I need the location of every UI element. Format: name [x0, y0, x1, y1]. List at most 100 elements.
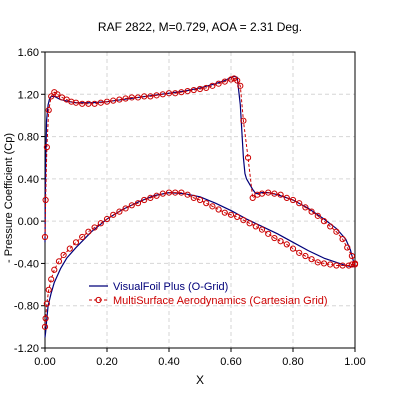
data-point-marker — [221, 78, 228, 85]
data-point-marker — [72, 99, 80, 106]
data-point-marker — [91, 100, 98, 107]
data-point-marker — [333, 262, 340, 269]
x-tick-label: 0.00 — [34, 356, 55, 368]
data-point-marker — [246, 220, 253, 227]
data-point-marker — [302, 252, 309, 260]
y-tick-label: 0.00 — [18, 216, 39, 228]
data-point-marker — [308, 256, 315, 263]
data-point-marker — [271, 234, 278, 242]
data-point-marker — [265, 189, 272, 196]
data-point-marker — [85, 100, 92, 107]
data-point-marker — [79, 100, 86, 107]
data-point-marker — [48, 276, 55, 283]
x-tick-label: 1.00 — [344, 356, 365, 368]
x-tick-label: 0.80 — [282, 356, 303, 368]
data-point-marker — [348, 261, 355, 268]
data-point-marker — [41, 233, 49, 241]
data-point-marker — [215, 206, 222, 213]
data-point-marker — [116, 96, 123, 103]
legend: VisualFoil Plus (O-Grid) MultiSurface Ae… — [89, 281, 328, 307]
data-point-marker — [60, 251, 67, 259]
data-point-marker — [110, 97, 117, 104]
data-point-marker — [320, 260, 328, 267]
data-point-marker — [271, 190, 278, 197]
data-point-marker — [116, 208, 123, 215]
data-point-marker — [234, 213, 241, 221]
y-tick-label: -0.40 — [14, 258, 39, 270]
data-point-marker — [172, 90, 179, 97]
data-point-marker — [327, 261, 334, 268]
data-point-marker — [283, 194, 290, 201]
data-point-marker — [234, 77, 241, 84]
data-point-marker — [296, 249, 303, 256]
data-point-marker — [190, 86, 197, 94]
data-point-marker — [345, 262, 352, 269]
data-point-marker — [333, 228, 340, 235]
legend-label-multisurface: MultiSurface Aerodynamics (Cartesian Gri… — [113, 295, 328, 307]
data-point-marker — [196, 196, 204, 204]
data-point-marker — [184, 191, 191, 198]
legend-label-visualfoil: VisualFoil Plus (O-Grid) — [113, 281, 228, 293]
legend-entry-visualfoil: VisualFoil Plus (O-Grid) — [89, 281, 228, 293]
x-tick-label: 0.40 — [158, 356, 179, 368]
legend-entry-multisurface: MultiSurface Aerodynamics (Cartesian Gri… — [89, 295, 328, 307]
data-point-marker — [122, 95, 129, 102]
data-point-marker — [45, 286, 52, 293]
x-axis-label: X — [196, 373, 204, 387]
data-point-marker — [79, 233, 86, 241]
data-point-marker — [265, 230, 272, 237]
data-point-marker — [165, 189, 173, 196]
data-point-marker — [153, 92, 160, 99]
data-point-marker — [172, 189, 179, 196]
data-point-marker — [110, 211, 117, 218]
data-point-marker — [178, 189, 185, 196]
data-point-marker — [344, 244, 351, 251]
data-point-marker — [97, 99, 104, 106]
data-point-marker — [237, 82, 244, 89]
data-point-marker — [103, 98, 111, 105]
data-point-marker — [159, 190, 166, 197]
data-point-marker — [122, 205, 129, 212]
data-point-marker — [134, 94, 142, 101]
data-point-marker — [48, 93, 55, 100]
data-point-marker — [103, 215, 111, 223]
data-point-marker — [215, 80, 222, 87]
y-tick-label: -1.20 — [14, 343, 39, 355]
data-point-marker — [296, 200, 303, 207]
data-point-marker — [141, 93, 148, 100]
data-point-marker — [221, 209, 228, 216]
y-tick-label: 0.80 — [18, 132, 39, 144]
chart-title: RAF 2822, M=0.729, AOA = 2.31 Deg. — [98, 20, 302, 34]
data-point-marker — [178, 89, 185, 96]
data-point-marker — [227, 211, 235, 218]
data-point-marker — [203, 84, 210, 92]
data-point-marker — [141, 196, 148, 204]
data-point-marker — [45, 107, 52, 114]
data-point-marker — [240, 117, 247, 124]
data-point-marker — [258, 226, 266, 233]
data-point-marker — [190, 194, 197, 201]
data-point-marker — [308, 208, 315, 215]
series-line-1 — [44, 77, 356, 327]
data-point-marker — [209, 82, 216, 89]
data-point-marker — [147, 194, 154, 201]
series-layer — [41, 75, 359, 338]
data-point-marker — [289, 196, 297, 204]
data-point-marker — [41, 323, 49, 330]
data-point-marker — [196, 85, 204, 93]
y-tick-label: 1.20 — [18, 89, 39, 101]
data-point-marker — [327, 223, 334, 230]
data-point-marker — [85, 228, 92, 235]
y-axis-label: - Pressure Coefficient (Cp) — [3, 133, 15, 263]
data-point-marker — [153, 192, 160, 199]
data-point-marker — [42, 196, 49, 204]
data-point-marker — [258, 190, 266, 197]
data-point-marker — [244, 154, 252, 161]
data-point-marker — [227, 76, 235, 83]
data-point-marker — [51, 266, 58, 273]
data-point-marker — [159, 91, 166, 98]
data-point-marker — [147, 93, 154, 100]
y-tick-label: 1.60 — [18, 47, 39, 59]
data-point-marker — [289, 245, 297, 252]
